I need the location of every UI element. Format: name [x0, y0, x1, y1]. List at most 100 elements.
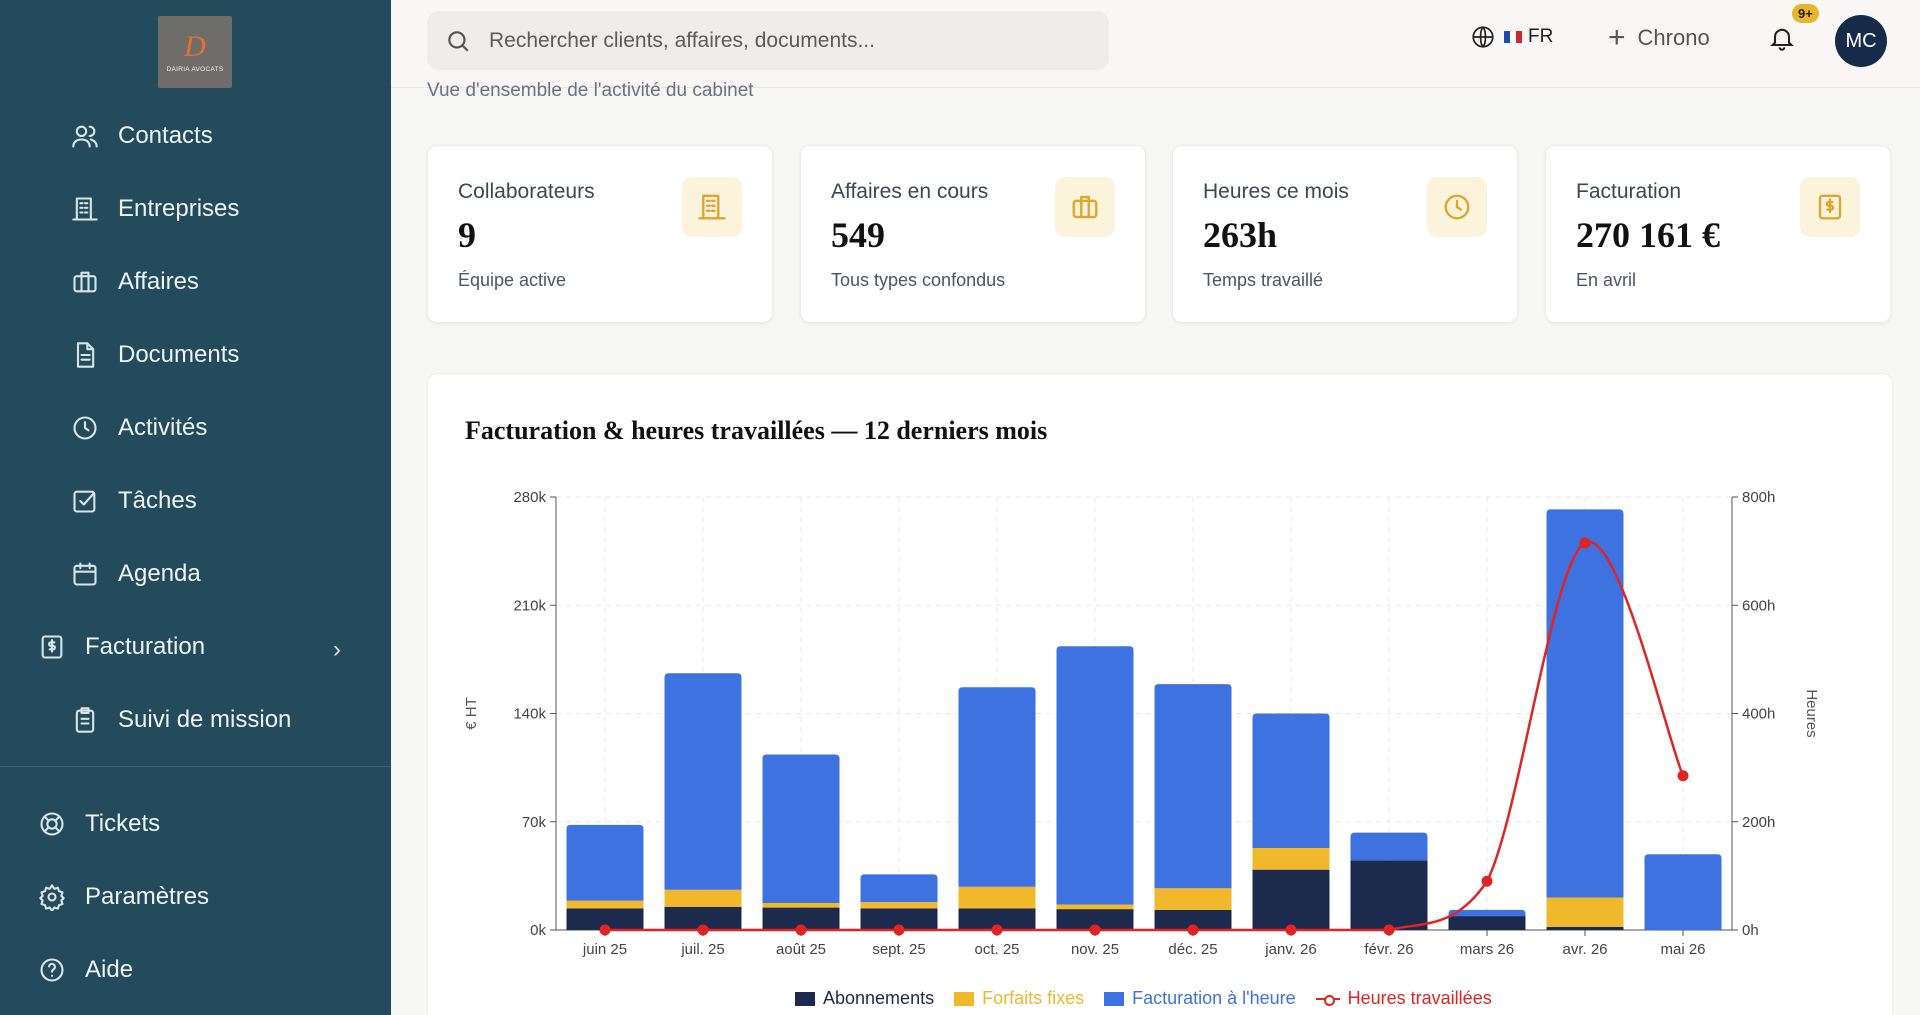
bar-facturation-l-heure	[860, 874, 938, 903]
sidebar-item-entreprises[interactable]: Entreprises	[70, 181, 239, 237]
logo-mark: D	[184, 29, 206, 63]
stat-sublabel: En avril	[1576, 270, 1637, 290]
legend-swatch	[795, 991, 815, 1006]
sidebar-item-affaires[interactable]: Affaires	[70, 254, 199, 310]
bar-abonnements	[1252, 869, 1330, 930]
x-tick-label: déc. 25	[1168, 941, 1217, 958]
sidebar-item-agenda[interactable]: Agenda	[70, 546, 201, 602]
sidebar-item-parametres[interactable]: Paramètres	[37, 869, 209, 925]
x-tick-label: sept. 25	[872, 941, 925, 958]
chrono-button[interactable]: + Chrono	[1608, 23, 1710, 53]
line-point	[893, 924, 905, 936]
sidebar-item-activites[interactable]: Activités	[70, 400, 207, 456]
x-tick-label: juin 25	[582, 941, 627, 958]
line-point	[1677, 770, 1689, 782]
stat-value: 9	[458, 215, 476, 255]
plus-icon: +	[1608, 21, 1626, 54]
legend-item[interactable]: Forfaits fixes	[954, 988, 1084, 1009]
briefcase-icon	[1055, 177, 1115, 237]
bar-forfaits-fixes	[1546, 897, 1624, 927]
y-right-tick-label: 0h	[1742, 922, 1759, 939]
sidebar-item-documents[interactable]: Documents	[70, 327, 239, 383]
bar-abonnements	[1154, 909, 1232, 930]
sidebar-item-taches[interactable]: Tâches	[70, 473, 197, 529]
avatar[interactable]: MC	[1835, 15, 1887, 67]
bar-facturation-l-heure	[1644, 854, 1722, 930]
bar-facturation-l-heure	[1056, 646, 1134, 905]
logo-text: DAIRIA AVOCATS	[166, 65, 224, 73]
bar-abonnements	[566, 908, 644, 930]
legend-item[interactable]: Facturation à l'heure	[1104, 988, 1296, 1009]
bar-facturation-l-heure	[566, 824, 644, 901]
bar-facturation-l-heure	[958, 687, 1036, 887]
legend-item[interactable]: Heures travaillées	[1315, 988, 1492, 1009]
sidebar-item-facturation[interactable]: Facturation	[37, 619, 205, 675]
sidebar-item-label: Aide	[85, 956, 134, 983]
bar-forfaits-fixes	[664, 889, 742, 907]
y-axis-title: € HT	[463, 697, 480, 730]
stat-value: 549	[831, 215, 885, 255]
lifebuoy-icon	[37, 809, 67, 839]
stat-card-collaborateurs: Collaborateurs 9 Équipe active	[427, 145, 773, 323]
building-icon	[682, 177, 742, 237]
clipboard-icon	[70, 705, 100, 735]
sidebar-item-suivi-de-mission[interactable]: Suivi de mission	[70, 692, 291, 748]
notifications-button[interactable]	[1768, 24, 1798, 54]
bar-abonnements	[1448, 916, 1526, 930]
sidebar-item-label: Tickets	[85, 810, 161, 837]
sidebar-item-label: Activités	[118, 414, 208, 441]
bell-icon	[1770, 28, 1794, 51]
invoice-icon	[1800, 177, 1860, 237]
x-tick-label: avr. 26	[1562, 941, 1607, 958]
legend-label: Forfaits fixes	[982, 988, 1085, 1008]
sidebar-item-label: Paramètres	[85, 883, 210, 910]
bar-abonnements	[958, 908, 1036, 930]
chart-panel: Facturation & heures travaillées — 12 de…	[427, 373, 1893, 1015]
y-tick-label: 140k	[513, 706, 546, 723]
sidebar-item-label: Affaires	[118, 268, 199, 295]
language-label: FR	[1528, 26, 1554, 47]
sidebar-item-label: Documents	[118, 341, 240, 368]
chart-title: Facturation & heures travaillées — 12 de…	[465, 416, 1048, 445]
chrono-label: Chrono	[1637, 25, 1710, 50]
chevron-right-icon[interactable]: ›	[333, 636, 341, 663]
y-right-tick-label: 200h	[1742, 814, 1775, 831]
stat-label: Heures ce mois	[1203, 180, 1349, 203]
bar-abonnements	[762, 907, 840, 930]
legend-swatch	[1104, 991, 1125, 1006]
line-point	[991, 924, 1003, 936]
x-tick-label: mars 26	[1460, 941, 1514, 958]
sidebar: D DAIRIA AVOCATS Contacts Entreprises Af…	[0, 0, 391, 1015]
stat-sublabel: Temps travaillé	[1203, 270, 1324, 290]
search-bar[interactable]	[427, 11, 1109, 70]
bar-facturation-l-heure	[762, 754, 840, 903]
invoice-icon	[37, 632, 67, 662]
notification-badge: 9+	[1792, 4, 1819, 23]
checkbox-icon	[70, 486, 100, 516]
sidebar-item-label: Entreprises	[118, 195, 240, 222]
logo[interactable]: D DAIRIA AVOCATS	[158, 16, 232, 88]
y-tick-label: 0k	[530, 922, 546, 939]
search-input[interactable]	[489, 28, 1049, 53]
legend-label: Facturation à l'heure	[1132, 988, 1296, 1008]
bar-facturation-l-heure	[1252, 713, 1330, 849]
language-selector[interactable]: FR	[1470, 24, 1553, 50]
x-tick-label: janv. 26	[1264, 941, 1316, 958]
sidebar-item-tickets[interactable]: Tickets	[37, 796, 160, 852]
search-icon	[448, 30, 469, 52]
legend-item[interactable]: Abonnements	[795, 988, 934, 1009]
sidebar-item-contacts[interactable]: Contacts	[70, 108, 213, 164]
line-point	[1579, 537, 1591, 549]
help-icon	[37, 955, 67, 985]
stat-label: Facturation	[1576, 180, 1682, 203]
x-tick-label: nov. 25	[1071, 941, 1119, 958]
y-right-tick-label: 800h	[1742, 489, 1775, 506]
sidebar-item-label: Contacts	[118, 122, 213, 149]
sidebar-item-aide[interactable]: Aide	[37, 942, 133, 998]
line-point	[1383, 924, 1395, 936]
sidebar-divider	[0, 766, 391, 767]
legend-swatch	[1315, 992, 1340, 1006]
x-tick-label: mai 26	[1660, 941, 1705, 958]
x-tick-label: oct. 25	[974, 941, 1019, 958]
line-point	[1285, 924, 1297, 936]
